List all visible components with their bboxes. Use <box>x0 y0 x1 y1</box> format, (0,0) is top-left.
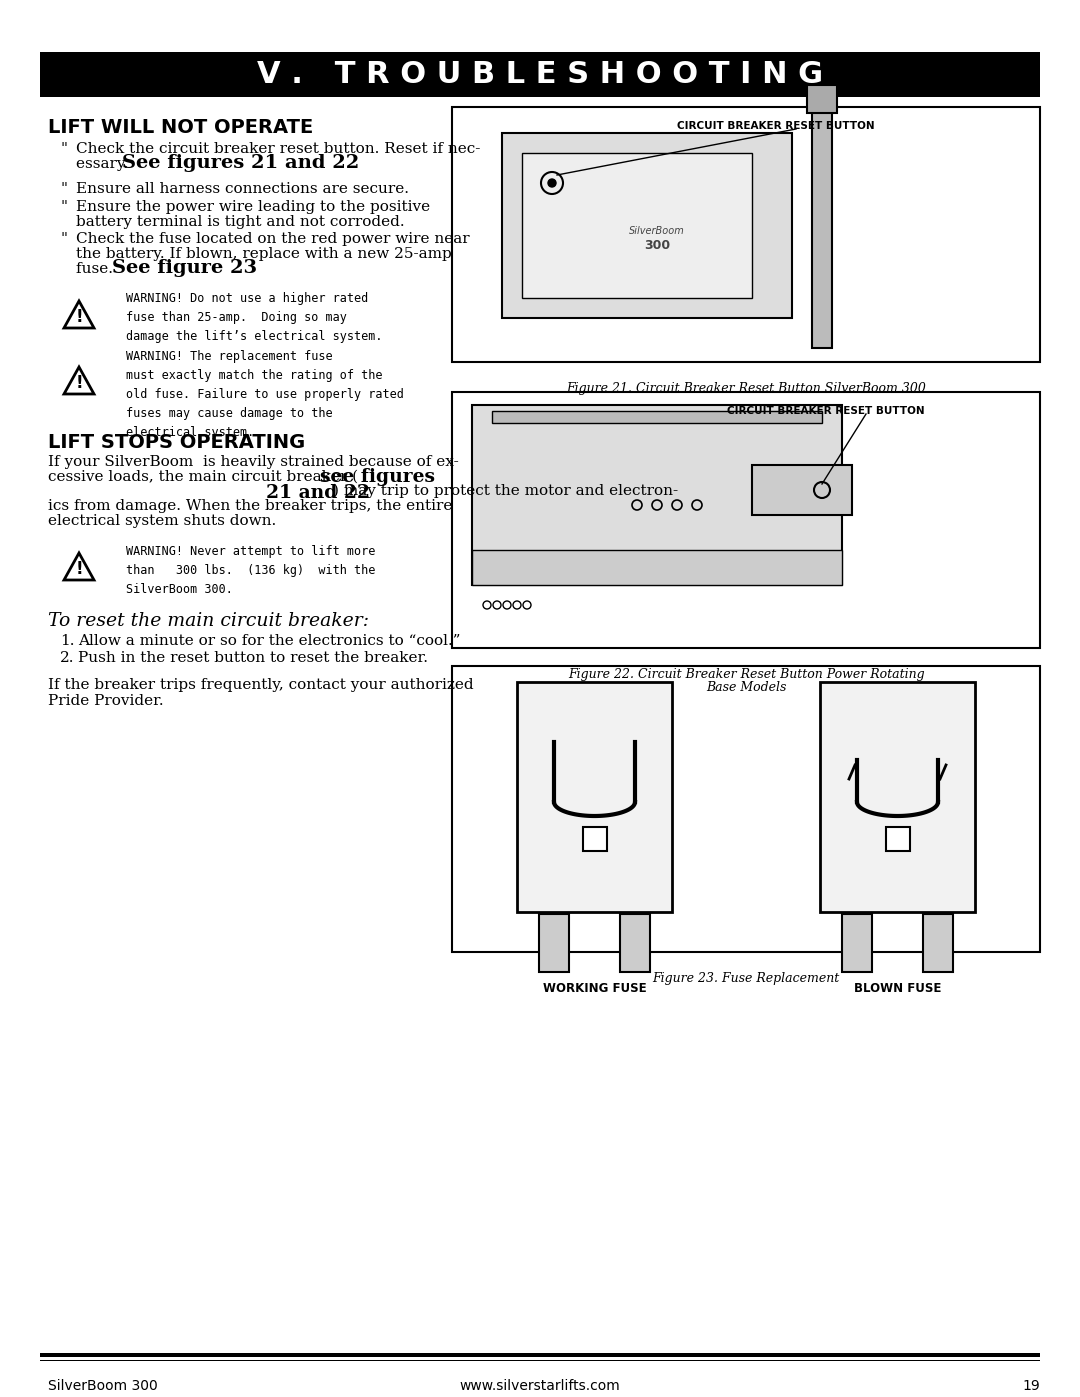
Text: If the breaker trips frequently, contact your authorized: If the breaker trips frequently, contact… <box>48 678 474 692</box>
Text: 19: 19 <box>1023 1379 1040 1393</box>
Text: Figure 21. Circuit Breaker Reset Button SilverBoom 300: Figure 21. Circuit Breaker Reset Button … <box>566 381 926 395</box>
Bar <box>453 393 1040 648</box>
Bar <box>539 914 569 972</box>
Text: Check the circuit breaker reset button. Reset if nec-: Check the circuit breaker reset button. … <box>76 142 481 156</box>
Text: !: ! <box>76 307 83 326</box>
Text: !: ! <box>76 374 83 393</box>
Text: Check the fuse located on the red power wire near: Check the fuse located on the red power … <box>76 232 470 246</box>
Bar <box>886 827 909 851</box>
Text: ics from damage. When the breaker trips, the entire: ics from damage. When the breaker trips,… <box>48 499 453 513</box>
Text: Figure 22. Circuit Breaker Reset Button Power Rotating: Figure 22. Circuit Breaker Reset Button … <box>568 668 924 680</box>
Text: WARNING! Do not use a higher rated
fuse than 25-amp.  Doing so may
damage the li: WARNING! Do not use a higher rated fuse … <box>126 292 382 344</box>
Text: If your SilverBoom  is heavily strained because of ex-: If your SilverBoom is heavily strained b… <box>48 455 459 469</box>
Bar <box>492 411 822 423</box>
Text: fuse.: fuse. <box>76 263 118 277</box>
Bar <box>40 1354 1040 1356</box>
Bar <box>502 133 792 319</box>
Text: 21 and 22: 21 and 22 <box>266 483 369 502</box>
Text: ": " <box>60 142 67 156</box>
Bar <box>472 550 842 585</box>
Text: See figures 21 and 22: See figures 21 and 22 <box>122 154 360 172</box>
Text: !: ! <box>76 560 83 578</box>
Bar <box>40 52 1040 96</box>
Text: BLOWN FUSE: BLOWN FUSE <box>854 982 941 995</box>
Text: WARNING! Never attempt to lift more
than   300 lbs.  (136 kg)  with the
SilverBo: WARNING! Never attempt to lift more than… <box>126 545 376 597</box>
Text: ": " <box>60 182 67 196</box>
Text: ": " <box>60 200 67 214</box>
Text: 300: 300 <box>644 239 670 251</box>
Text: ": " <box>60 232 67 246</box>
Bar <box>807 85 837 113</box>
Text: LIFT STOPS OPERATING: LIFT STOPS OPERATING <box>48 433 306 453</box>
Text: Push in the reset button to reset the breaker.: Push in the reset button to reset the br… <box>78 651 428 665</box>
Circle shape <box>548 179 556 187</box>
Text: Ensure all harness connections are secure.: Ensure all harness connections are secur… <box>76 182 409 196</box>
Text: essary.: essary. <box>76 156 133 170</box>
Text: Ensure the power wire leading to the positive: Ensure the power wire leading to the pos… <box>76 200 430 214</box>
Text: See figure 23: See figure 23 <box>112 258 257 277</box>
Bar <box>752 465 852 515</box>
Text: www.silverstarlifts.com: www.silverstarlifts.com <box>460 1379 620 1393</box>
Text: ) may trip to protect the motor and electron-: ) may trip to protect the motor and elec… <box>333 483 678 499</box>
Text: Base Models: Base Models <box>706 680 786 694</box>
Text: To reset the main circuit breaker:: To reset the main circuit breaker: <box>48 612 369 630</box>
Text: cessive loads, the main circuit breaker (: cessive loads, the main circuit breaker … <box>48 469 359 483</box>
Bar <box>812 103 832 348</box>
Text: LIFT WILL NOT OPERATE: LIFT WILL NOT OPERATE <box>48 117 313 137</box>
Bar <box>923 914 953 972</box>
Text: SilverBoom 300: SilverBoom 300 <box>48 1379 158 1393</box>
Text: CIRCUIT BREAKER RESET BUTTON: CIRCUIT BREAKER RESET BUTTON <box>677 122 875 131</box>
Text: see figures: see figures <box>320 468 435 486</box>
Bar <box>472 405 842 585</box>
Text: Pride Provider.: Pride Provider. <box>48 694 164 708</box>
Bar <box>820 682 975 912</box>
Text: CIRCUIT BREAKER RESET BUTTON: CIRCUIT BREAKER RESET BUTTON <box>727 407 924 416</box>
Text: the battery. If blown, replace with a new 25-amp: the battery. If blown, replace with a ne… <box>76 247 451 261</box>
Text: SilverBoom: SilverBoom <box>630 225 685 236</box>
Text: Figure 23. Fuse Replacement: Figure 23. Fuse Replacement <box>652 972 839 985</box>
Text: V .   T R O U B L E S H O O T I N G: V . T R O U B L E S H O O T I N G <box>257 60 823 89</box>
Bar <box>453 666 1040 951</box>
Text: Allow a minute or so for the electronics to “cool.”: Allow a minute or so for the electronics… <box>78 634 460 648</box>
Text: 1.: 1. <box>60 634 75 648</box>
Bar <box>582 827 607 851</box>
Text: battery terminal is tight and not corroded.: battery terminal is tight and not corrod… <box>76 215 405 229</box>
Bar <box>453 108 1040 362</box>
Bar <box>522 154 752 298</box>
Bar <box>620 914 650 972</box>
Text: electrical system shuts down.: electrical system shuts down. <box>48 514 276 528</box>
Text: WORKING FUSE: WORKING FUSE <box>542 982 646 995</box>
Text: 2.: 2. <box>60 651 75 665</box>
Text: WARNING! The replacement fuse
must exactly match the rating of the
old fuse. Fai: WARNING! The replacement fuse must exact… <box>126 351 404 439</box>
Bar <box>517 682 672 912</box>
Bar <box>842 914 872 972</box>
